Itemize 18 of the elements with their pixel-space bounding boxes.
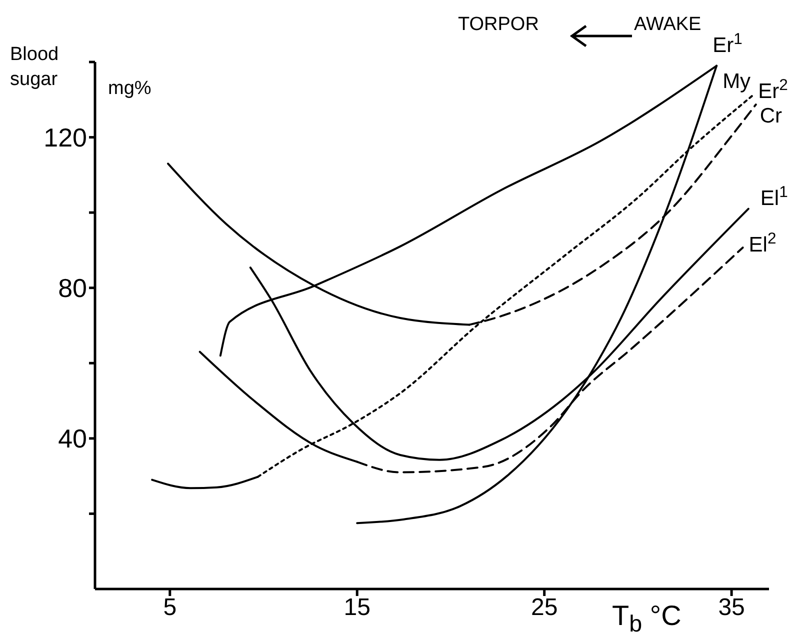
x-tick-label: 35 bbox=[718, 594, 745, 622]
y-tick-label: 80 bbox=[58, 273, 87, 304]
x-tick-label: 5 bbox=[163, 594, 177, 622]
text: AWAKE bbox=[634, 14, 702, 35]
annotation: mg% bbox=[108, 78, 152, 99]
x-tick-label: 15 bbox=[344, 594, 370, 622]
y-tick-label: 120 bbox=[44, 122, 87, 153]
series-label: El$^{2}$ bbox=[748, 230, 776, 257]
series-label: Er$^{1}$ bbox=[712, 30, 742, 57]
x-tick-label: 25 bbox=[530, 594, 558, 622]
y-tick-label: 40 bbox=[58, 424, 87, 454]
text: TORPOR bbox=[458, 14, 539, 35]
series-label: Cr bbox=[760, 104, 782, 128]
series-label: My bbox=[722, 70, 752, 93]
series-label: El$^{1}$ bbox=[760, 183, 788, 210]
y-axis-title: Blood sugar bbox=[10, 44, 59, 90]
series-label: Er$^{2}$ bbox=[758, 76, 788, 103]
x-axis-title: T$_{b}$ °C bbox=[612, 600, 682, 637]
